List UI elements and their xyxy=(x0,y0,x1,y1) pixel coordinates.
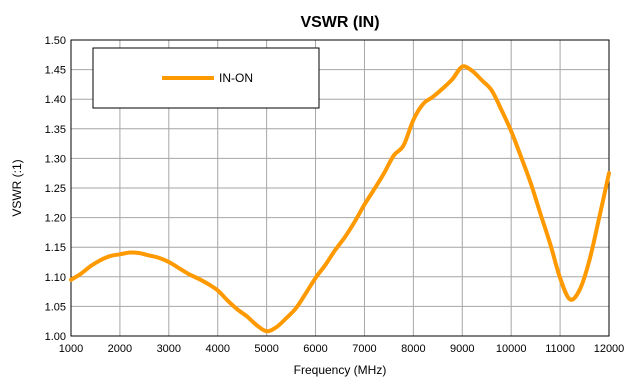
y-tick-label: 1.50 xyxy=(45,35,66,47)
x-tick-label: 6000 xyxy=(303,343,327,355)
y-tick-label: 1.15 xyxy=(45,242,66,254)
x-tick-label: 3000 xyxy=(157,343,181,355)
x-axis-label: Frequency (MHz) xyxy=(294,363,387,377)
x-tick-label: 10000 xyxy=(496,343,527,355)
x-tick-label: 4000 xyxy=(205,343,229,355)
y-tick-label: 1.40 xyxy=(45,94,66,106)
y-tick-label: 1.45 xyxy=(45,65,66,77)
x-tick-label: 1000 xyxy=(59,343,83,355)
y-axis-label: VSWR (:1) xyxy=(10,159,24,216)
plot-frame xyxy=(70,39,610,337)
x-tick-label: 11000 xyxy=(545,343,575,355)
x-tick-label: 7000 xyxy=(352,343,376,355)
series-line-in-on xyxy=(69,64,611,334)
y-axis-ticks: 1.00 1.05 1.10 1.15 1.20 1.25 1.30 1.35 1.40 1.45… xyxy=(45,35,66,343)
chart-title: VSWR (IN) xyxy=(300,14,379,31)
legend: IN-ON xyxy=(92,47,320,109)
x-tick-label: 12000 xyxy=(594,343,625,355)
y-tick-label: 1.00 xyxy=(45,331,66,343)
x-tick-label: 2000 xyxy=(108,343,132,355)
x-tick-label: 5000 xyxy=(254,343,278,355)
y-tick-label: 1.25 xyxy=(45,183,66,195)
legend-label-in-on: IN-ON xyxy=(219,71,253,85)
x-tick-label: 9000 xyxy=(450,343,474,355)
y-tick-label: 1.30 xyxy=(45,153,66,165)
x-tick-label: 8000 xyxy=(401,343,425,355)
y-tick-label: 1.10 xyxy=(45,272,66,284)
y-tick-label: 1.20 xyxy=(45,213,66,225)
y-tick-label: 1.05 xyxy=(45,301,66,313)
y-tick-label: 1.35 xyxy=(45,124,66,136)
x-axis-ticks: 1000 2000 3000 4000 5000 6000 7000 8000 9000 1000… xyxy=(59,343,625,355)
